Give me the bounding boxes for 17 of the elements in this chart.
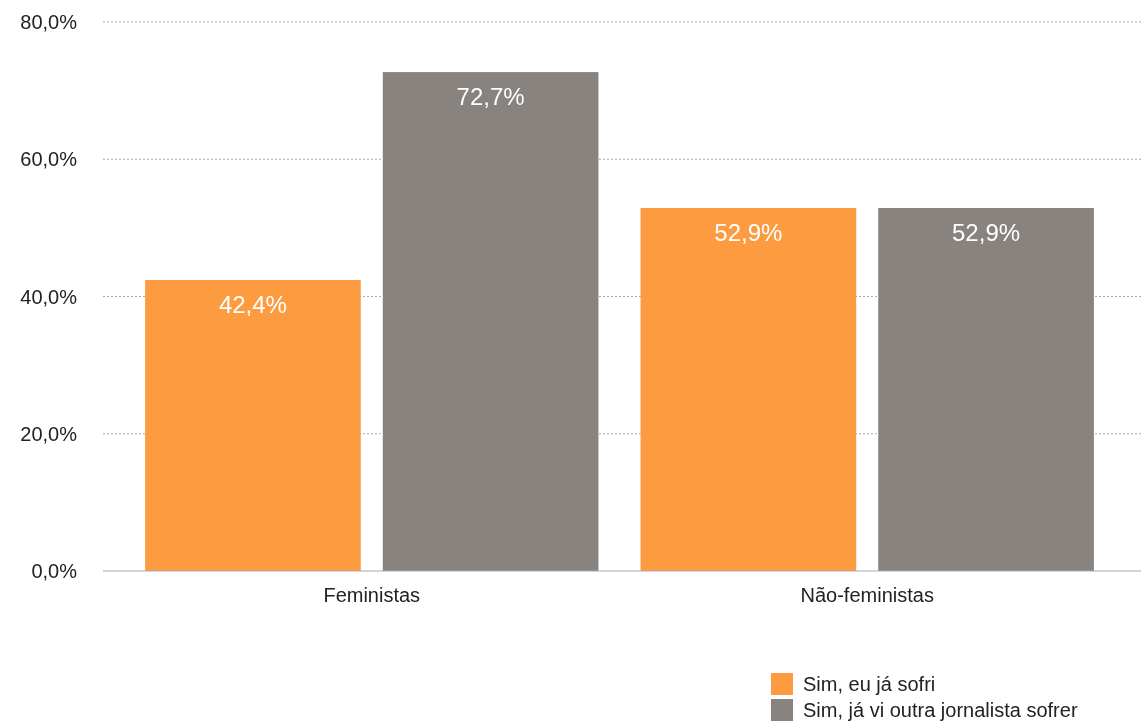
bar (382, 72, 599, 571)
bar (640, 207, 857, 571)
y-tick-label: 80,0% (20, 11, 78, 33)
bar (878, 207, 1094, 571)
legend-label: Sim, eu já sofri (803, 673, 936, 695)
x-tick-label: Não-feministas (800, 584, 934, 606)
data-label: 42,4% (218, 291, 287, 319)
data-label: 72,7% (456, 83, 525, 111)
y-tick-label: 40,0% (20, 285, 78, 308)
y-tick-label: 60,0% (20, 148, 78, 171)
y-tick-label: 0,0% (31, 560, 78, 582)
x-tick-label: Feministas (323, 584, 421, 606)
legend-label: Sim, já vi outra jornalista sofrer (803, 699, 1078, 721)
y-tick-label: 20,0% (20, 422, 78, 445)
data-label: 52,9% (952, 218, 1021, 246)
bar (145, 280, 361, 571)
data-label: 52,9% (714, 218, 783, 246)
